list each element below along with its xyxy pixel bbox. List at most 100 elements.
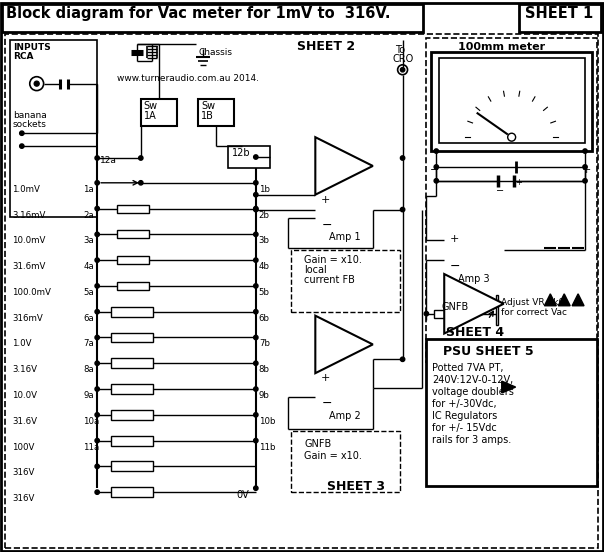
Circle shape: [95, 232, 99, 237]
Circle shape: [19, 144, 24, 148]
Bar: [290, 430, 400, 492]
Text: CRO: CRO: [393, 54, 414, 64]
Circle shape: [95, 181, 99, 185]
Circle shape: [400, 156, 405, 160]
Circle shape: [95, 156, 99, 160]
Circle shape: [95, 413, 99, 417]
Text: 1a: 1a: [83, 185, 94, 194]
Text: SHEET 4: SHEET 4: [446, 326, 504, 338]
Circle shape: [34, 81, 39, 86]
Text: local: local: [304, 265, 327, 275]
Text: IC Regulators: IC Regulators: [432, 411, 498, 421]
Bar: [117, 282, 149, 290]
Text: 7a: 7a: [83, 340, 94, 348]
Text: 2a: 2a: [83, 211, 94, 219]
Circle shape: [253, 284, 258, 288]
Text: 10a: 10a: [83, 417, 99, 426]
Bar: [117, 230, 149, 238]
Text: −: −: [429, 165, 438, 175]
Text: 4b: 4b: [259, 262, 270, 271]
Text: www.turneraudio.com.au 2014.: www.turneraudio.com.au 2014.: [117, 74, 259, 83]
Text: −: −: [322, 218, 332, 232]
Circle shape: [508, 133, 516, 141]
Bar: [111, 332, 153, 342]
Text: 3.16mV: 3.16mV: [12, 211, 45, 219]
Circle shape: [95, 464, 99, 469]
Text: 316mV: 316mV: [12, 314, 43, 322]
Polygon shape: [544, 294, 556, 306]
Bar: [111, 435, 153, 445]
Text: 5a: 5a: [83, 288, 94, 297]
Text: Adjust VR 1k0: Adjust VR 1k0: [501, 298, 564, 307]
Text: for +/- 15Vdc: for +/- 15Vdc: [432, 423, 497, 433]
Text: 12b: 12b: [232, 148, 251, 158]
Bar: [111, 410, 153, 420]
Text: 11a: 11a: [83, 443, 99, 452]
Text: 3b: 3b: [259, 237, 270, 245]
Text: 3a: 3a: [83, 237, 94, 245]
Circle shape: [253, 438, 258, 443]
Text: +: +: [582, 165, 591, 175]
Bar: [117, 256, 149, 264]
Text: sockets: sockets: [13, 120, 47, 129]
Circle shape: [253, 486, 258, 490]
Polygon shape: [315, 316, 373, 373]
Text: Chassis: Chassis: [199, 48, 232, 57]
Circle shape: [400, 357, 405, 361]
Text: 10.0V: 10.0V: [12, 391, 37, 400]
Circle shape: [400, 207, 405, 212]
Text: 100.0mV: 100.0mV: [12, 288, 51, 297]
Text: 240V:12V-0-12V,: 240V:12V-0-12V,: [432, 375, 513, 385]
Polygon shape: [315, 137, 373, 194]
Bar: [111, 487, 153, 497]
Circle shape: [400, 68, 405, 72]
Circle shape: [95, 310, 99, 314]
Text: SHEET 1: SHEET 1: [524, 6, 593, 21]
Circle shape: [253, 413, 258, 417]
Bar: [2, 4, 423, 32]
Circle shape: [434, 165, 438, 169]
Text: 316V: 316V: [12, 468, 34, 478]
Text: Amp 3: Amp 3: [458, 274, 490, 284]
Text: 6b: 6b: [259, 314, 270, 322]
Circle shape: [583, 149, 587, 153]
Circle shape: [583, 178, 587, 183]
Bar: [10, 40, 97, 217]
Text: Amp 1: Amp 1: [329, 232, 361, 243]
Circle shape: [95, 207, 99, 211]
Circle shape: [95, 258, 99, 263]
Text: for +/-30Vdc,: for +/-30Vdc,: [432, 399, 497, 409]
Bar: [111, 358, 153, 368]
Text: Potted 7VA PT,: Potted 7VA PT,: [432, 363, 504, 373]
Text: 8b: 8b: [259, 365, 270, 375]
Text: 11b: 11b: [259, 443, 275, 452]
Text: 7b: 7b: [259, 340, 270, 348]
Text: Sw: Sw: [144, 101, 158, 111]
Polygon shape: [444, 274, 504, 334]
Circle shape: [19, 131, 24, 135]
Bar: [111, 307, 153, 317]
Text: INPUTS: INPUTS: [13, 43, 51, 52]
Polygon shape: [572, 294, 584, 306]
Text: for correct Vac: for correct Vac: [501, 307, 567, 317]
Text: +: +: [322, 194, 331, 204]
Text: 31.6mV: 31.6mV: [12, 262, 45, 271]
Circle shape: [95, 438, 99, 443]
Text: 9b: 9b: [259, 391, 270, 400]
Circle shape: [253, 155, 258, 159]
Text: RCA: RCA: [13, 52, 33, 61]
Text: −: −: [450, 260, 460, 273]
Text: +: +: [450, 234, 460, 244]
Text: 1.0V: 1.0V: [12, 340, 32, 348]
Polygon shape: [558, 294, 570, 306]
Circle shape: [434, 149, 438, 153]
Bar: [199, 99, 234, 126]
Text: 8a: 8a: [83, 365, 94, 375]
Bar: [439, 58, 585, 143]
Text: 100mm meter: 100mm meter: [458, 42, 545, 52]
Bar: [117, 204, 149, 213]
Polygon shape: [502, 381, 516, 393]
Text: SHEET 2: SHEET 2: [297, 40, 356, 53]
Text: 1B: 1B: [202, 111, 214, 121]
Bar: [141, 99, 177, 126]
